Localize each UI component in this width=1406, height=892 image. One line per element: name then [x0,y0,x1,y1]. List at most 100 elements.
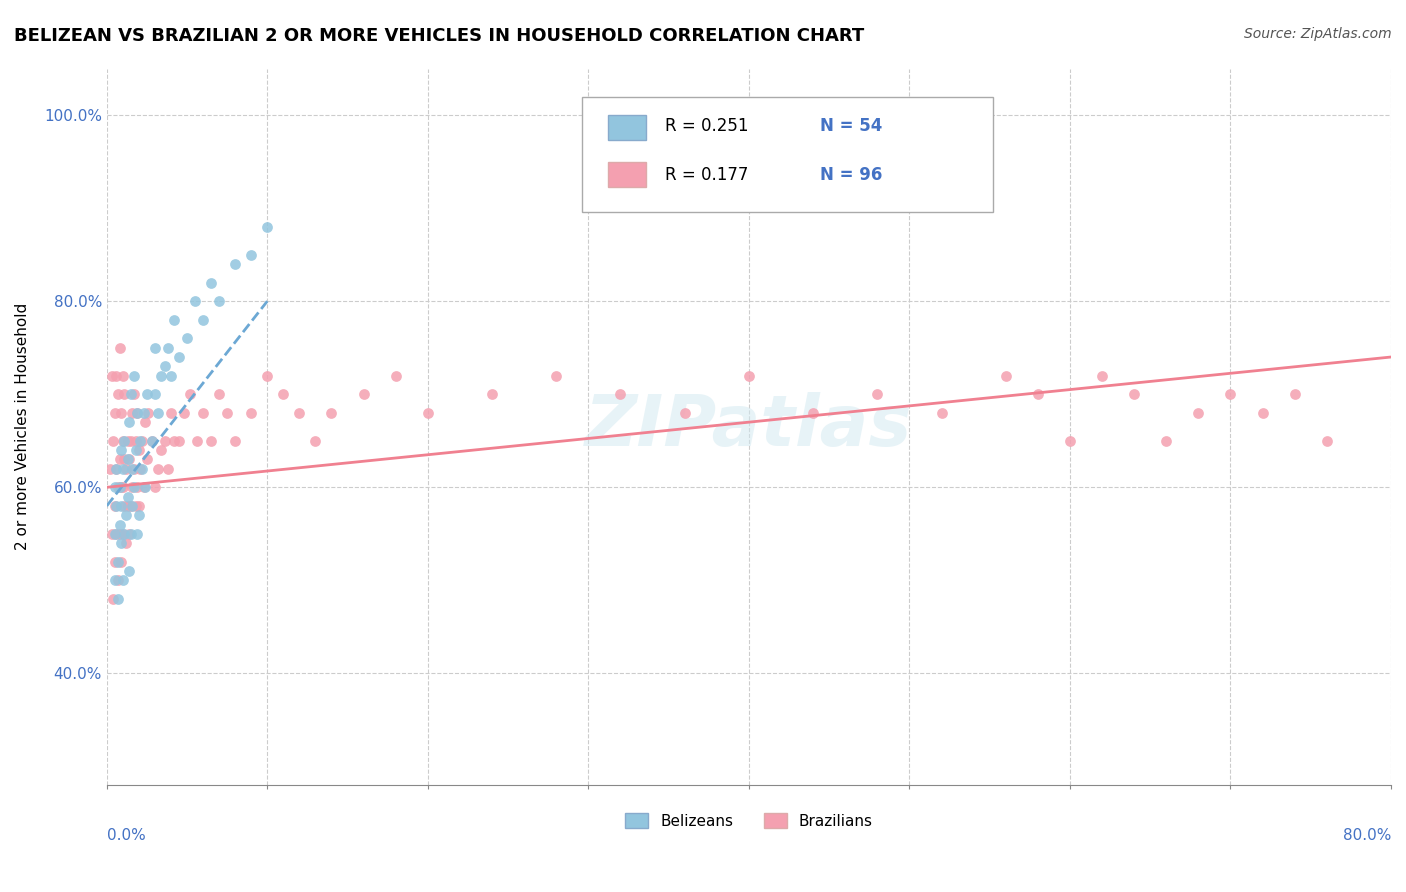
Text: 80.0%: 80.0% [1343,828,1391,843]
Point [156,461,179,475]
Point [191,406,214,420]
Point [110,443,132,458]
Point [240,247,263,261]
Point [118,415,141,429]
Point [163,313,186,327]
Point [105,499,128,513]
Point [104,526,127,541]
Point [146,406,169,420]
Text: ZIPatlas: ZIPatlas [585,392,912,461]
Point [1219,387,1241,401]
Point [120,434,142,448]
Point [256,219,278,234]
Point [217,406,239,420]
FancyBboxPatch shape [582,97,993,211]
Point [416,406,439,420]
Point [353,387,375,401]
Point [738,368,761,383]
Point [163,434,186,448]
Point [110,480,132,494]
Point [117,499,139,513]
Point [118,526,141,541]
Point [105,461,128,475]
Text: BELIZEAN VS BRAZILIAN 2 OR MORE VEHICLES IN HOUSEHOLD CORRELATION CHART: BELIZEAN VS BRAZILIAN 2 OR MORE VEHICLES… [14,27,865,45]
Point [112,499,135,513]
Point [100,526,122,541]
Point [108,341,131,355]
Point [150,368,173,383]
Point [191,313,214,327]
Point [224,257,246,271]
Point [273,387,295,401]
FancyBboxPatch shape [607,161,647,186]
Point [115,461,138,475]
Point [156,341,179,355]
Point [1154,434,1177,448]
Point [1251,406,1274,420]
Point [167,434,190,448]
Point [143,341,166,355]
Point [124,443,146,458]
Point [120,387,142,401]
Point [131,461,153,475]
Point [224,434,246,448]
Point [118,564,141,578]
Point [107,555,129,569]
FancyBboxPatch shape [607,115,647,140]
Point [994,368,1017,383]
Point [304,434,326,448]
Point [110,536,132,550]
Point [167,350,190,364]
Text: 0.0%: 0.0% [107,828,145,843]
Point [208,294,231,309]
Point [135,387,157,401]
Point [117,490,139,504]
Point [128,508,150,523]
Point [104,499,127,513]
Point [184,294,207,309]
Point [110,406,132,420]
Point [104,555,127,569]
Point [127,526,149,541]
Point [112,452,135,467]
Point [112,387,135,401]
Text: N = 96: N = 96 [820,166,882,184]
Point [160,406,183,420]
Text: R = 0.251: R = 0.251 [665,117,749,135]
Text: N = 54: N = 54 [820,117,882,135]
Point [546,368,568,383]
Point [200,276,222,290]
Point [110,499,132,513]
Point [1059,434,1081,448]
Point [127,406,149,420]
Point [801,406,824,420]
Point [108,517,131,532]
Point [673,406,696,420]
Point [107,574,129,588]
Point [1284,387,1306,401]
Text: R = 0.177: R = 0.177 [665,166,749,184]
Point [1187,406,1209,420]
Point [105,526,128,541]
Point [117,434,139,448]
Point [186,434,208,448]
Point [120,499,142,513]
Point [112,526,135,541]
Point [122,387,145,401]
Point [115,536,138,550]
Point [108,526,131,541]
Point [104,480,127,494]
Point [117,452,139,467]
Point [121,461,143,475]
Point [128,443,150,458]
Point [98,461,121,475]
Legend: Belizeans, Brazilians: Belizeans, Brazilians [619,806,879,835]
Point [108,480,131,494]
Point [115,508,138,523]
Point [131,434,153,448]
Point [127,480,149,494]
Point [1316,434,1339,448]
Point [384,368,406,383]
Point [146,461,169,475]
Point [132,406,155,420]
